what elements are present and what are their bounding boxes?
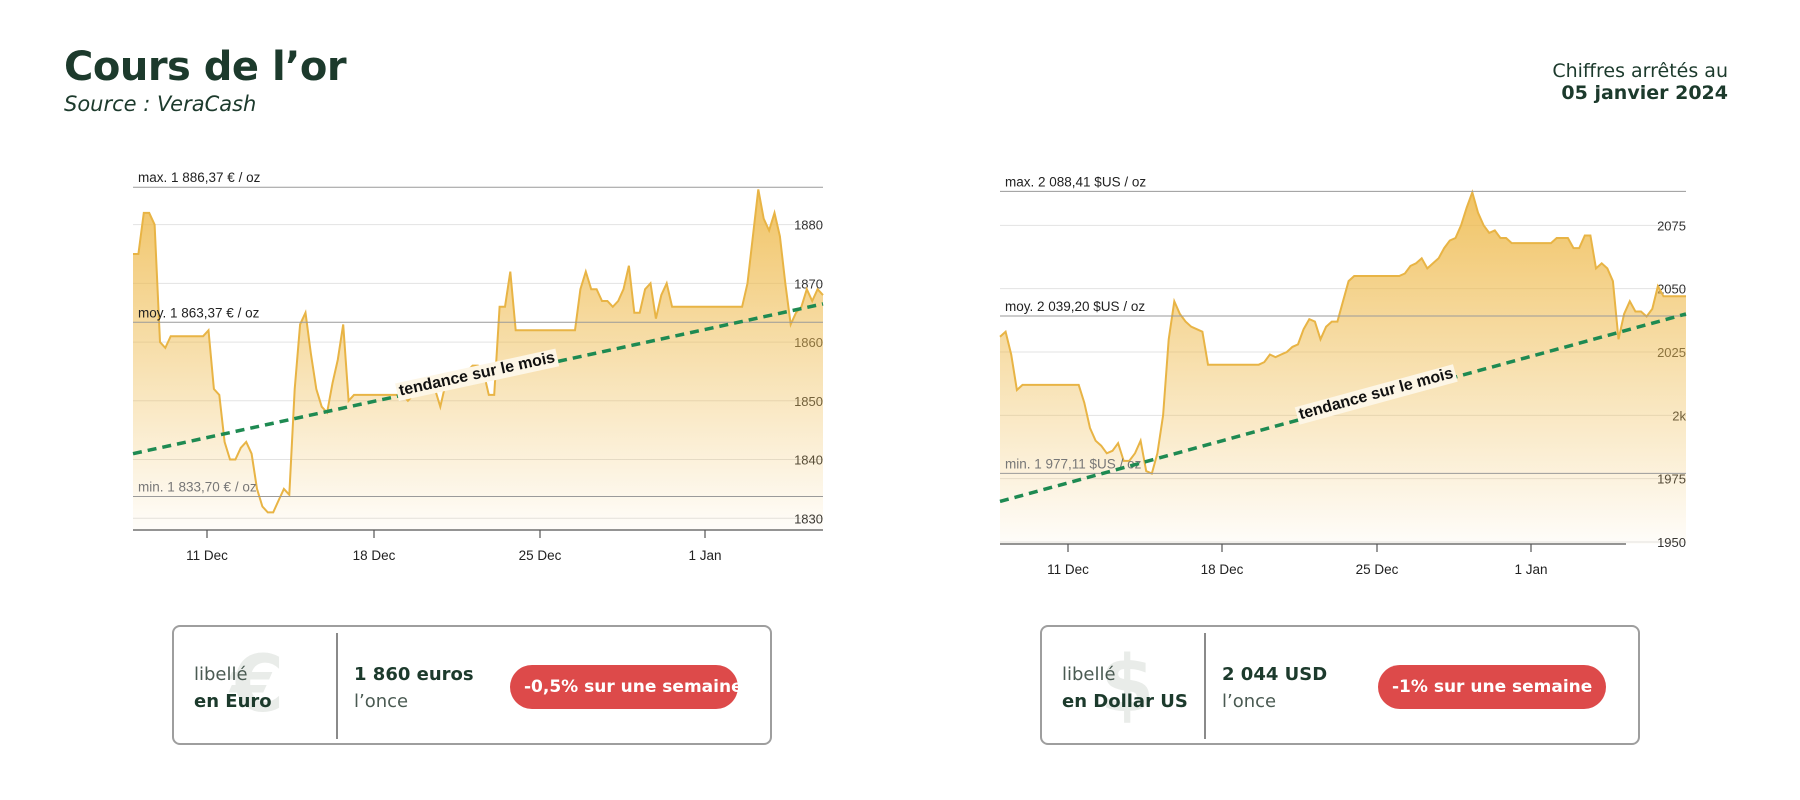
source-caption: Source : VeraCash [64,92,257,116]
date-value: 05 janvier 2024 [1561,82,1728,104]
trend-label-bg [1294,364,1458,425]
x-tick-label: 25 Dec [1356,562,1399,577]
date-label: Chiffres arrêtés au [1552,60,1728,82]
average-label: moy. 2 039,20 $US / oz [1005,299,1145,314]
y-tick-label: 2050 [1657,282,1686,297]
price-area [133,189,823,530]
trend-line [999,312,1687,504]
card-value: 1 860 euros l’once [354,661,474,715]
card-price: 1 860 euros [354,664,474,685]
dollar-icon: $ [1100,640,1155,730]
card-value: 2 044 USD l’once [1222,661,1327,715]
max-label: max. 1 886,37 € / oz [138,170,261,185]
card-price-unit: l’once [1222,691,1277,712]
y-tick-label: 2075 [1657,218,1686,233]
card-divider [1204,633,1206,739]
card-divider [336,633,338,739]
x-tick-label: 18 Dec [1201,562,1244,577]
card-label: libellé en Euro [194,661,272,715]
date-info: Chiffres arrêtés au 05 janvier 2024 [1552,60,1728,104]
average-label: moy. 1 863,37 € / oz [138,305,260,320]
min-label: min. 1 977,11 $US / oz [1005,456,1142,471]
card-label-prefix: libellé [1062,664,1116,685]
card-label: libellé en Dollar US [1062,661,1188,715]
x-tick-label: 11 Dec [1047,562,1089,577]
card-price-unit: l’once [354,691,409,712]
weekly-change-badge: -0,5% sur une semaine [510,665,743,709]
x-tick-label: 1 Jan [688,548,721,563]
y-tick-label: 1880 [794,218,823,233]
x-tick-label: 25 Dec [519,548,562,563]
card-label-unit: en Dollar US [1062,691,1188,712]
price-area [1000,192,1686,544]
card-label-prefix: libellé [194,664,248,685]
price-line [999,189,1686,475]
trend-label-bg [395,348,560,402]
max-label: max. 2 088,41 $US / oz [1005,174,1146,189]
dollar-price-chart: 2075205020252k19751950max. 2 088,41 $US … [999,174,1687,577]
euro-price-card: € libellé en Euro 1 860 euros l’once -0,… [172,625,772,745]
min-label: min. 1 833,70 € / oz [138,480,257,495]
card-price: 2 044 USD [1222,664,1328,685]
dollar-price-card: $ libellé en Dollar US 2 044 USD l’once … [1040,625,1640,745]
x-tick-label: 11 Dec [186,548,228,563]
card-label-unit: en Euro [194,691,272,712]
euro-price-chart: 183018401850186018701880max. 1 886,37 € … [132,170,824,563]
euro-icon: € [230,640,285,730]
y-tick-label: 1870 [794,276,823,291]
x-tick-label: 1 Jan [1514,562,1547,577]
page-title: Cours de l’or [64,44,347,90]
x-tick-label: 18 Dec [353,548,396,563]
weekly-change-badge: -1% sur une semaine [1378,665,1606,709]
